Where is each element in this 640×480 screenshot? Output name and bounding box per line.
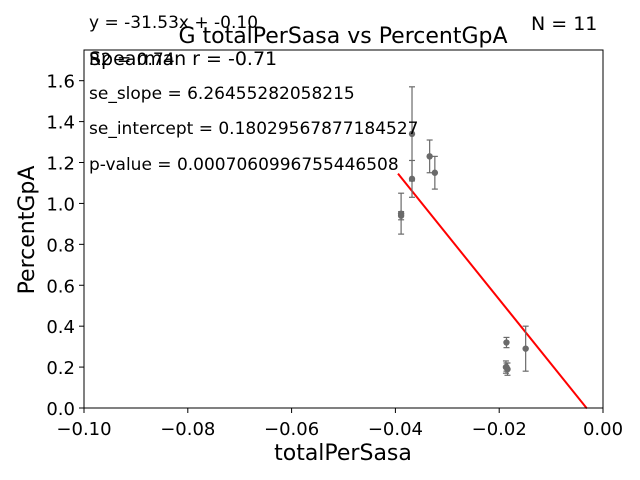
- se-slope-label: se_slope = 6.26455282058215: [89, 84, 355, 104]
- x-tick-label: −0.04: [368, 419, 423, 440]
- y-tick-label: 0.0: [46, 399, 75, 420]
- x-tick-label: −0.02: [472, 419, 527, 440]
- y-tick-label: 0.6: [46, 276, 75, 297]
- x-tick-label: 0.00: [583, 419, 623, 440]
- chart-title: G totalPerSasa vs PercentGpA: [178, 24, 507, 49]
- x-tick-label: −0.10: [56, 419, 111, 440]
- spearman-label: Spearman r = -0.71: [89, 48, 278, 70]
- y-tick-label: 1.0: [46, 194, 75, 215]
- data-point: [431, 169, 439, 176]
- data-point: [397, 212, 405, 219]
- y-tick-label: 0.2: [46, 358, 75, 379]
- y-tick-label: 0.4: [46, 317, 75, 338]
- p-value-label: p-value = 0.0007060996755446508: [89, 155, 399, 175]
- y-axis-label: PercentGpA: [15, 166, 40, 295]
- plot-frame: [83, 49, 604, 409]
- plot-area: [84, 50, 603, 408]
- x-tick-label: −0.06: [264, 419, 319, 440]
- y-tick-label: 1.4: [46, 113, 75, 134]
- data-point: [408, 130, 416, 138]
- x-axis-label: totalPerSasa: [274, 441, 412, 466]
- y-tick-label: 1.2: [46, 154, 75, 175]
- data-point: [503, 339, 510, 346]
- x-tick-label: −0.08: [160, 419, 215, 440]
- data-point: [522, 345, 529, 352]
- r-squared-label: R2 = 0.74: [89, 50, 175, 70]
- sample-count-label: N = 11: [531, 13, 598, 35]
- data-point: [408, 175, 416, 183]
- data-point: [503, 363, 510, 371]
- se-intercept-label: se_intercept = 0.18029567877184527: [89, 119, 419, 139]
- fit-equation-label: y = -31.53x + -0.10: [89, 13, 259, 33]
- y-tick-label: 0.8: [46, 235, 75, 256]
- y-tick-label: 1.6: [46, 72, 75, 93]
- fit-line: [397, 173, 588, 410]
- data-point: [426, 153, 433, 160]
